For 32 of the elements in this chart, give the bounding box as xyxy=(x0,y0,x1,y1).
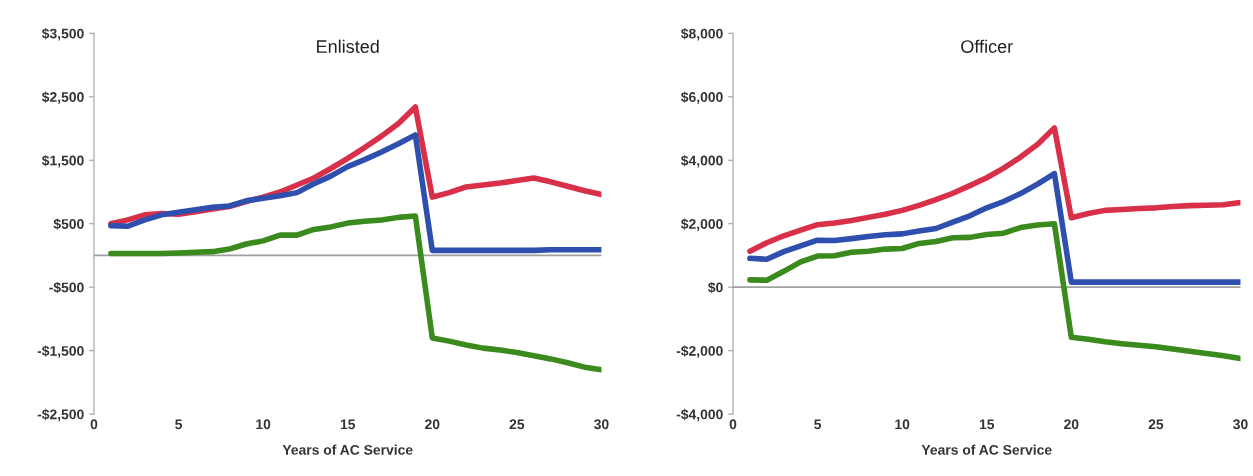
chart-title: Enlisted xyxy=(317,39,379,53)
y-tick-label: $2,000 xyxy=(680,218,723,231)
x-tick-label: 30 xyxy=(1233,419,1248,430)
y-tick-label: $3,500 xyxy=(41,28,84,41)
x-axis-title: Years of AC Service xyxy=(282,444,413,455)
x-tick-label: 10 xyxy=(895,419,910,430)
y-tick-label: -$2,500 xyxy=(37,408,84,422)
y-tick-label: $6,000 xyxy=(680,91,723,104)
x-tick-label: 0 xyxy=(90,419,98,430)
y-tick-label: -$2,000 xyxy=(676,345,723,358)
y-tick-label: $8,000 xyxy=(680,28,723,41)
y-tick-label: $2,500 xyxy=(41,91,84,104)
x-tick-label: 10 xyxy=(256,419,271,430)
x-tick-label: 20 xyxy=(1064,419,1079,430)
x-axis-title: Years of AC Service xyxy=(921,444,1052,455)
x-tick-label: 15 xyxy=(979,419,995,430)
y-tick-label: $4,000 xyxy=(680,154,723,168)
x-tick-label: 25 xyxy=(1148,419,1164,430)
y-tick-label: -$500 xyxy=(49,281,84,294)
x-tick-label: 5 xyxy=(175,419,183,430)
x-tick-label: 15 xyxy=(340,419,356,430)
y-tick-label: $500 xyxy=(53,218,84,230)
x-tick-label: 20 xyxy=(425,419,440,430)
chart-title: Officer xyxy=(961,39,1013,53)
x-tick-label: 5 xyxy=(814,419,822,430)
x-tick-label: 30 xyxy=(594,419,609,430)
x-tick-label: 0 xyxy=(729,419,737,430)
y-tick-label: $0 xyxy=(708,281,723,294)
y-tick-label: -$1,500 xyxy=(37,345,84,358)
x-tick-label: 25 xyxy=(509,419,525,430)
y-tick-label: $1,500 xyxy=(41,154,84,168)
y-tick-label: -$4,000 xyxy=(676,408,723,422)
